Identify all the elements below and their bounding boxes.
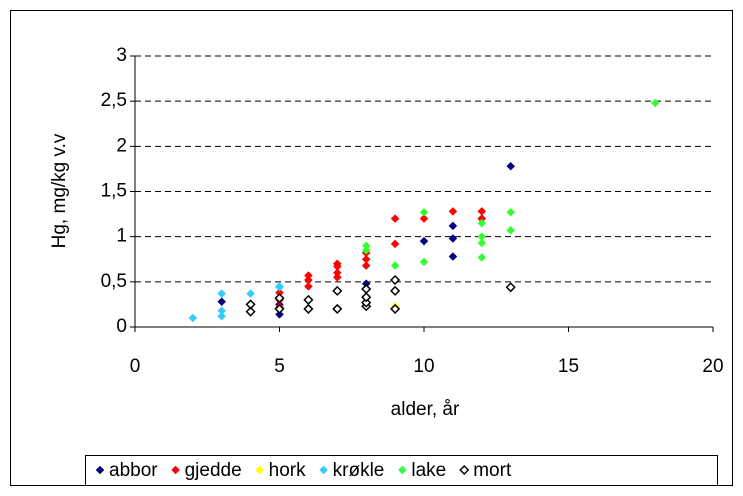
data-point — [332, 303, 343, 314]
data-point — [477, 238, 487, 248]
data-point — [361, 241, 371, 251]
data-point — [361, 261, 371, 270]
legend-marker — [171, 465, 180, 475]
legend-label: gjedde — [185, 460, 242, 481]
data-point — [506, 225, 516, 235]
data-point — [246, 289, 255, 298]
data-point — [361, 254, 371, 264]
chart-frame — [10, 10, 733, 486]
data-point — [332, 285, 343, 296]
data-point — [448, 234, 458, 243]
legend-label: hork — [269, 460, 306, 481]
legend-label: mort — [473, 460, 512, 481]
data-point — [477, 218, 487, 228]
data-point — [419, 207, 429, 217]
legend-label: krøkle — [333, 460, 385, 481]
data-point — [390, 303, 401, 314]
data-point — [275, 309, 284, 319]
data-point — [390, 214, 400, 223]
data-point — [390, 285, 401, 296]
y-tick-label: 1,5 — [101, 181, 127, 202]
data-point — [304, 275, 313, 285]
data-point — [332, 259, 342, 269]
x-tick-label: 5 — [274, 356, 285, 377]
data-point — [390, 274, 401, 286]
data-point — [505, 282, 516, 293]
data-point — [303, 303, 314, 314]
data-point — [303, 294, 314, 305]
legend-marker — [398, 465, 407, 475]
data-point — [506, 207, 516, 217]
data-point — [274, 303, 285, 314]
data-point — [332, 272, 342, 282]
legend-marker — [255, 465, 265, 475]
data-point — [390, 261, 400, 270]
legend-label: lake — [411, 460, 446, 481]
data-point — [448, 252, 458, 261]
data-point — [304, 271, 313, 280]
legend-marker — [319, 465, 328, 475]
data-point — [448, 221, 458, 231]
y-tick-label: 0 — [116, 316, 127, 337]
data-point — [217, 306, 227, 316]
y-axis-label: Hg, mg/kg v.v — [49, 133, 70, 248]
y-tick-label: 2 — [116, 135, 127, 156]
data-point — [419, 257, 429, 267]
x-tick-label: 10 — [413, 356, 434, 377]
data-point — [650, 98, 660, 108]
data-point — [217, 311, 227, 321]
data-point — [419, 214, 429, 223]
data-point — [477, 253, 487, 262]
x-tick-label: 20 — [702, 356, 723, 377]
y-tick-label: 0,5 — [101, 271, 127, 292]
data-point — [390, 239, 400, 249]
data-point — [332, 268, 342, 278]
data-point — [361, 245, 371, 255]
data-point — [304, 281, 313, 291]
y-tick-label: 1 — [116, 226, 127, 247]
data-point — [245, 306, 256, 317]
legend-label: abbor — [109, 460, 158, 481]
x-axis-label: alder, år — [391, 399, 460, 420]
data-point — [188, 313, 198, 323]
data-point — [361, 297, 372, 308]
y-tick-label: 2,5 — [101, 90, 127, 111]
data-point — [506, 161, 516, 171]
data-point — [477, 232, 487, 242]
data-point — [217, 297, 227, 307]
x-tick-label: 15 — [558, 356, 579, 377]
data-point — [448, 207, 458, 216]
legend-marker — [459, 464, 470, 476]
legend-marker — [95, 465, 105, 475]
x-tick-label: 0 — [130, 356, 141, 377]
y-tick-label: 3 — [116, 45, 127, 66]
data-point — [419, 236, 429, 246]
data-point — [361, 292, 372, 303]
data-point — [245, 299, 256, 310]
data-point — [275, 281, 284, 291]
data-point — [274, 293, 285, 304]
data-point — [217, 289, 227, 298]
data-point — [361, 283, 372, 295]
